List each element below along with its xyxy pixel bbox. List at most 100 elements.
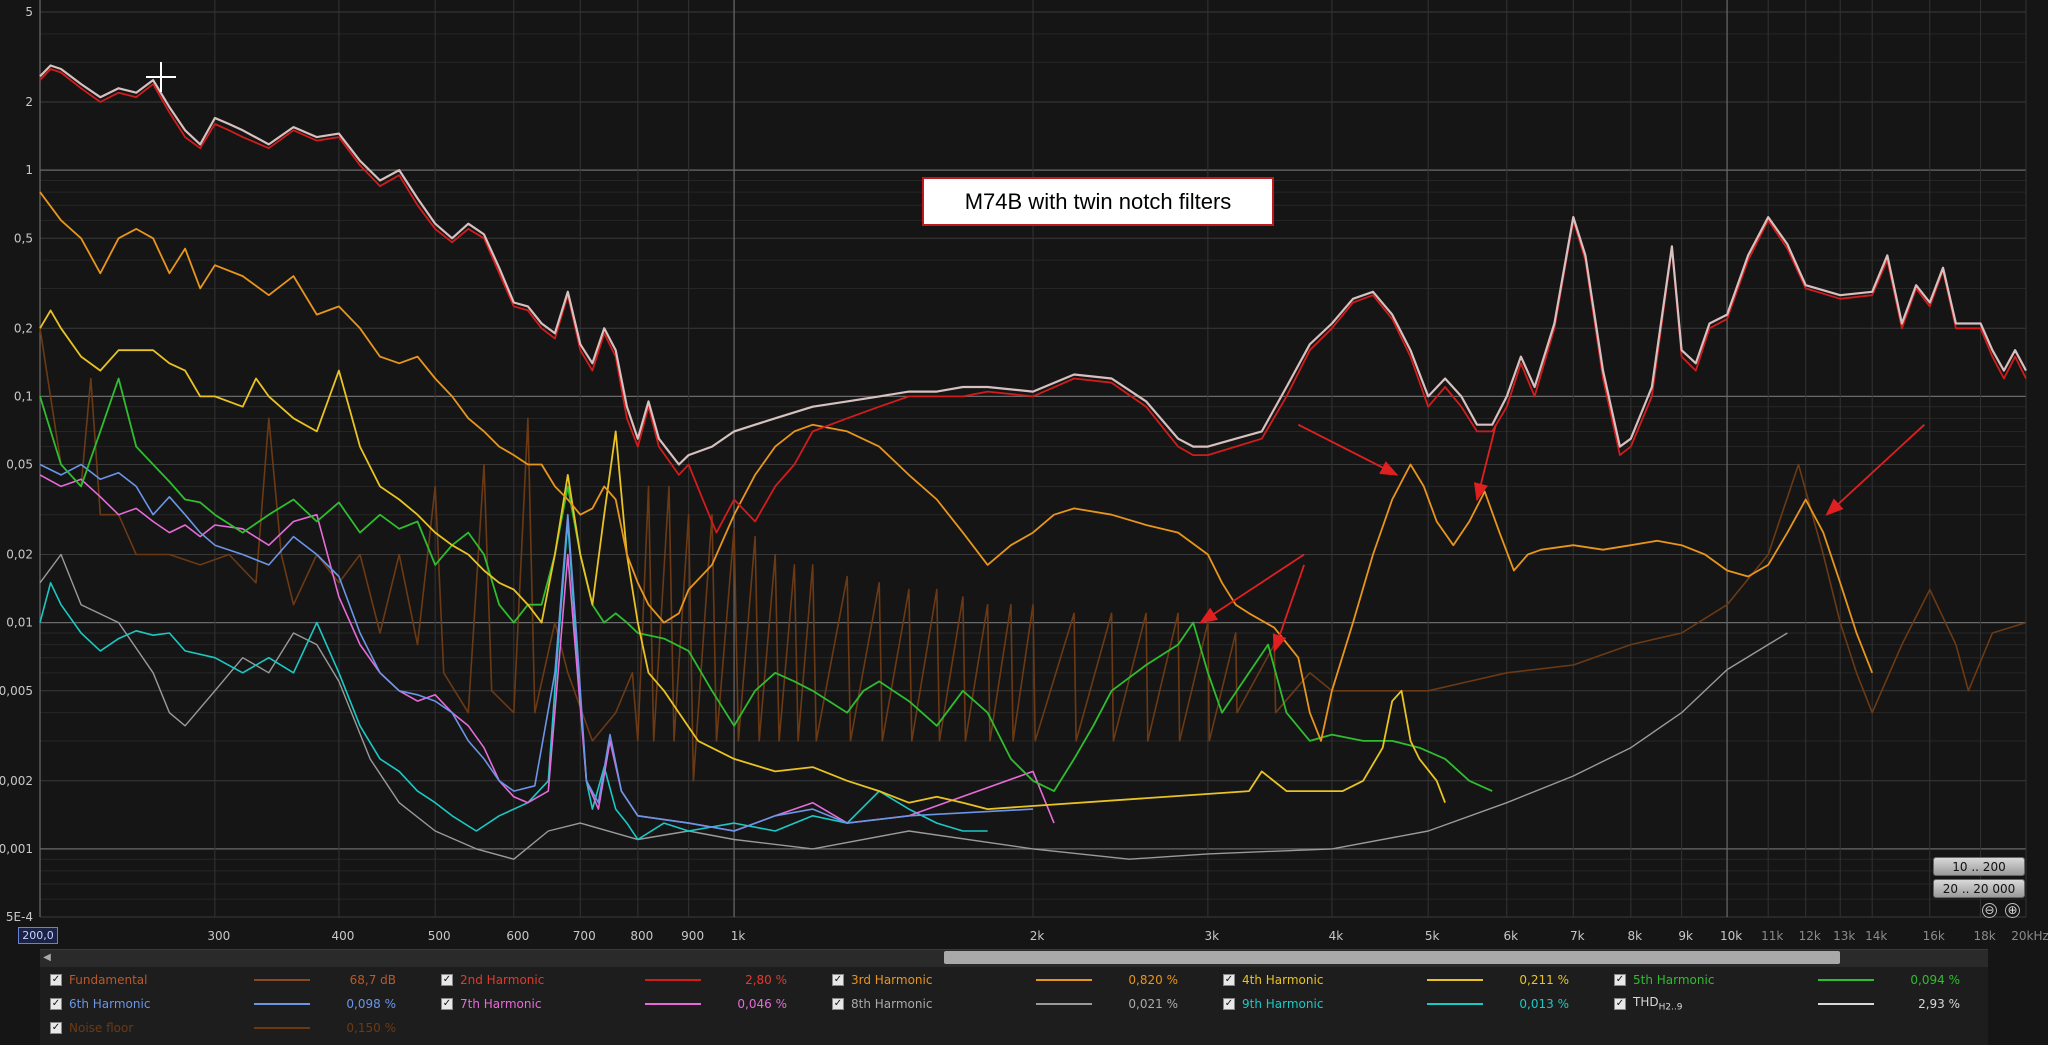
legend-item[interactable]: ✓ 4th Harmonic 0,211 % (1223, 971, 1569, 989)
x-tick-label: 3k (1205, 929, 1220, 943)
y-tick-label: 0,01 (6, 616, 33, 630)
legend-value: 68,7 dB (349, 973, 396, 987)
legend-value: 0,820 % (1128, 973, 1178, 987)
legend-value: 0,211 % (1519, 973, 1569, 987)
y-tick-label: 2 (25, 95, 33, 109)
x-tick-label: 7k (1570, 929, 1585, 943)
legend-swatch (1427, 979, 1483, 981)
scroll-left-arrow-icon[interactable]: ◀ (43, 952, 51, 963)
legend-label: 4th Harmonic (1242, 973, 1324, 987)
chart-title-annotation: M74B with twin notch filters (922, 177, 1274, 226)
legend-item[interactable]: ✓ 9th Harmonic 0,013 % (1223, 995, 1569, 1013)
legend-item[interactable]: ✓ 3rd Harmonic 0,820 % (832, 971, 1178, 989)
x-tick-label: 700 (573, 929, 596, 943)
legend-item[interactable]: ✓ 5th Harmonic 0,094 % (1614, 971, 1960, 989)
zoom-in-icon[interactable]: ⊕ (2005, 903, 2020, 918)
scrollbar-thumb[interactable] (944, 951, 1840, 964)
legend-value: 0,098 % (346, 997, 396, 1011)
x-tick-label: 9k (1678, 929, 1693, 943)
x-tick-label: 16k (1923, 929, 1945, 943)
series-line-8th-harmonic (39, 553, 1788, 860)
thd-chart: 5 2 1 0,5 0,2 0,1 0,05 0,02 0,01 0,005 0,002 0,001 5… (0, 0, 2048, 943)
annotation-arrow (1199, 553, 1305, 624)
legend-item[interactable]: ✓ THDH2..9 2,93 % (1614, 995, 1960, 1013)
legend-label: Fundamental (69, 973, 148, 987)
series-line-6th-harmonic (39, 463, 1034, 832)
y-tick-label: 0,2 (14, 321, 33, 335)
legend-checkbox[interactable]: ✓ (832, 974, 844, 986)
x-start-field[interactable]: 200,0 (18, 927, 58, 944)
x-tick-label: 5k (1425, 929, 1440, 943)
legend-label-subscript: H2..9 (1658, 1002, 1683, 1013)
y-tick-label: 0,02 (6, 548, 33, 562)
legend-label: Noise floor (69, 1021, 134, 1035)
legend-item[interactable]: ✓ 6th Harmonic 0,098 % (50, 995, 396, 1013)
legend-item[interactable]: ✓ Noise floor 0,150 % (50, 1019, 396, 1037)
legend-panel: ✓ Fundamental 68,7 dB ✓ 2nd Harmonic 2,80 % ✓ 3… (40, 967, 1988, 1045)
legend-swatch (254, 979, 310, 981)
legend-label: 5th Harmonic (1633, 973, 1715, 987)
legend-item[interactable]: ✓ 2nd Harmonic 2,80 % (441, 971, 787, 989)
legend-checkbox[interactable]: ✓ (50, 974, 62, 986)
x-tick-label: 400 (331, 929, 354, 943)
legend-value: 2,93 % (1918, 997, 1960, 1011)
legend-swatch (1427, 1003, 1483, 1005)
x-tick-label: 4k (1329, 929, 1344, 943)
legend-swatch (1036, 979, 1092, 981)
legend-checkbox[interactable]: ✓ (1223, 974, 1235, 986)
zoom-range-button-2[interactable]: 20 .. 20 000 (1933, 879, 2025, 898)
annotation-arrow (1825, 423, 1925, 516)
series-line-5th-harmonic (39, 377, 1493, 792)
x-tick-label: 18k (1973, 929, 1995, 943)
legend-value: 0,094 % (1910, 973, 1960, 987)
legend-label: THDH2..9 (1633, 995, 1683, 1013)
x-tick-label: 13k (1833, 929, 1855, 943)
y-tick-label: 5 (25, 5, 33, 19)
legend-checkbox[interactable]: ✓ (441, 998, 453, 1010)
legend-item[interactable]: ✓ 8th Harmonic 0,021 % (832, 995, 1178, 1013)
legend-item[interactable]: ✓ 7th Harmonic 0,046 % (441, 995, 787, 1013)
y-tick-label: 0,002 (0, 774, 33, 788)
y-tick-label: 0,05 (6, 458, 33, 472)
annotation-arrow (1272, 564, 1305, 653)
legend-label: 8th Harmonic (851, 997, 933, 1011)
x-tick-label: 800 (630, 929, 653, 943)
legend-swatch (1818, 979, 1874, 981)
y-tick-label: 0,001 (0, 842, 33, 856)
x-tick-label: 8k (1628, 929, 1643, 943)
annotation-arrow (1473, 424, 1497, 502)
series-line-4th-harmonic (39, 309, 1446, 810)
legend-value: 0,013 % (1519, 997, 1569, 1011)
legend-label: 3rd Harmonic (851, 973, 933, 987)
legend-checkbox[interactable]: ✓ (1614, 974, 1626, 986)
series-line-2nd-harmonic (39, 68, 2027, 534)
x-tick-label: 14k (1865, 929, 1887, 943)
legend-label: 2nd Harmonic (460, 973, 545, 987)
zoom-range-button-1[interactable]: 10 .. 200 (1933, 857, 2025, 876)
legend-swatch (254, 1003, 310, 1005)
legend-checkbox[interactable]: ✓ (1223, 998, 1235, 1010)
legend-checkbox[interactable]: ✓ (832, 998, 844, 1010)
legend-swatch (645, 979, 701, 981)
legend-checkbox[interactable]: ✓ (441, 974, 453, 986)
legend-checkbox[interactable]: ✓ (50, 998, 62, 1010)
series-line-9th-harmonic (39, 520, 988, 841)
legend-checkbox[interactable]: ✓ (50, 1022, 62, 1034)
legend-checkbox[interactable]: ✓ (1614, 998, 1626, 1010)
x-tick-label: 1k (731, 929, 746, 943)
legend-label: 9th Harmonic (1242, 997, 1324, 1011)
x-tick-label: 300 (207, 929, 230, 943)
legend-label: 7th Harmonic (460, 997, 542, 1011)
legend-swatch (1818, 1003, 1874, 1005)
series-line-noise-floor (39, 328, 2027, 782)
legend-item[interactable]: ✓ Fundamental 68,7 dB (50, 971, 396, 989)
zoom-out-icon[interactable]: ⊖ (1982, 903, 1997, 918)
series-line-3rd-harmonic (39, 191, 1874, 742)
y-tick-label: 0,1 (14, 389, 33, 403)
y-tick-label: 0,005 (0, 684, 33, 698)
x-tick-label: 20kHz (2011, 929, 2048, 943)
x-tick-label: 10k (1720, 929, 1742, 943)
y-tick-label: 0,5 (14, 231, 33, 245)
y-tick-label: 5E-4 (6, 910, 33, 924)
legend-value: 0,150 % (346, 1021, 396, 1035)
